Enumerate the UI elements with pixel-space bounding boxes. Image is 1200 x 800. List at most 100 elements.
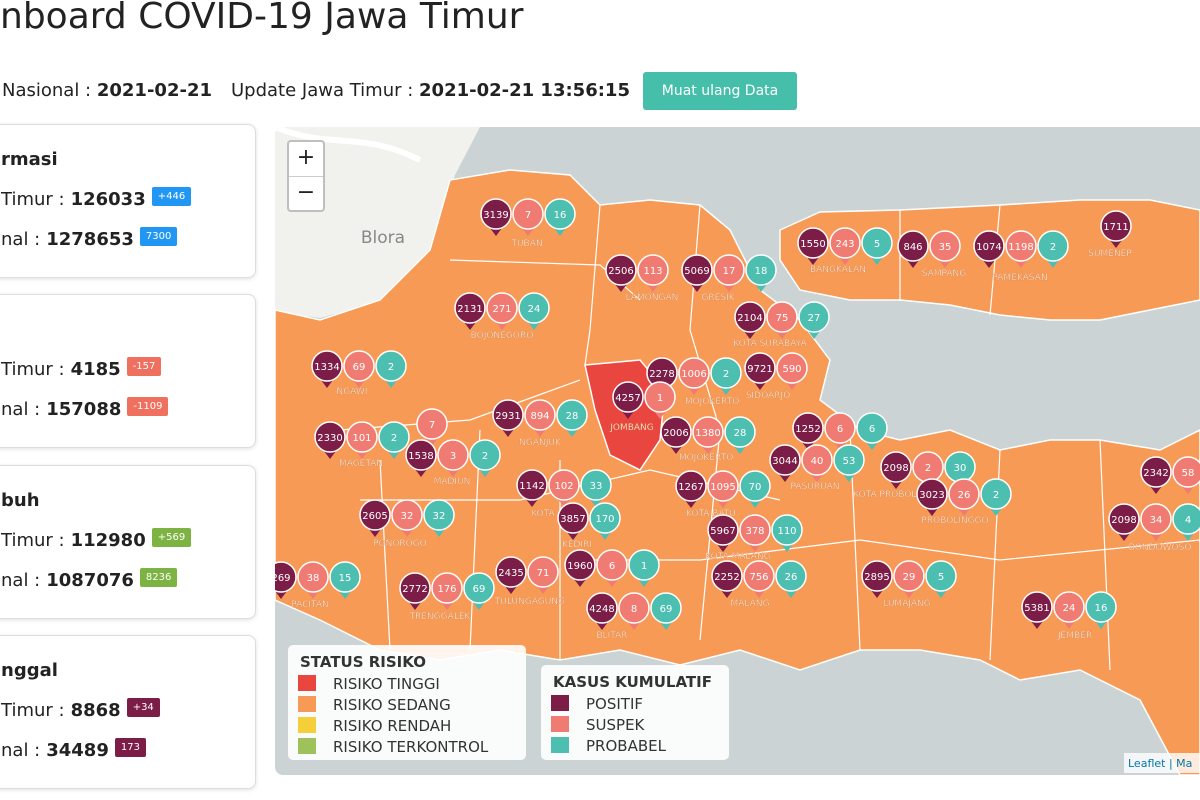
stat-row: Timur :112980 +569: [1, 528, 192, 551]
marker-value: 26: [958, 490, 971, 501]
case-marker: 176: [431, 572, 463, 610]
region-label: SIDOARJO: [746, 391, 790, 401]
row-badge: 7300: [139, 227, 178, 246]
case-marker: 1711: [1100, 210, 1132, 248]
case-marker: 27: [798, 301, 830, 339]
marker-value: 1198: [1008, 242, 1033, 253]
case-marker: 110: [771, 514, 803, 552]
row-value: 112980: [70, 530, 146, 551]
date: 2021-02-21: [96, 80, 212, 101]
marker-value: 16: [1095, 603, 1108, 614]
marker-value: 7: [429, 420, 435, 431]
marker-value: 32: [401, 511, 414, 522]
region-label: LUMAJANG: [883, 599, 930, 609]
marker-value: 2252: [714, 572, 739, 583]
marker-value: 101: [352, 433, 371, 444]
marker-value: 894: [530, 411, 549, 422]
legend: KASUS KUMULATIF POSITIF SUSPEK PROBABEL: [541, 665, 729, 760]
region-label: LAMONGAN: [626, 293, 679, 303]
marker-head: [675, 470, 707, 502]
marker-head: [378, 421, 410, 453]
marker-head: [596, 549, 628, 581]
case-marker: 8: [618, 592, 650, 630]
legend-label: SUSPEK: [586, 716, 646, 734]
marker-head: [660, 416, 692, 448]
marker-value: 34: [1150, 515, 1163, 526]
label: Update Jawa Timur :: [231, 80, 414, 101]
zoom-in[interactable]: +: [289, 142, 323, 177]
legend-label: RISIKO TINGGI: [333, 675, 440, 693]
marker-value: 756: [749, 572, 768, 583]
case-marker: 69: [650, 592, 682, 630]
marker-value: 2931: [495, 411, 520, 422]
national-update: Nasional : 2021-02-21: [2, 80, 212, 101]
marker-head: [469, 439, 501, 471]
marker-head: [492, 399, 524, 431]
region-label: BLITAR: [596, 631, 627, 641]
marker-head: [739, 514, 771, 546]
marker-head: [329, 561, 361, 593]
marker-value: 2: [925, 463, 931, 474]
marker-value: 27: [808, 313, 821, 324]
marker-head: [556, 399, 588, 431]
marker-head: [925, 560, 957, 592]
case-marker: 1267: [675, 470, 707, 508]
marker-head: [771, 514, 803, 546]
marker-head: [524, 399, 556, 431]
marker-value: 2104: [737, 313, 762, 324]
marker-value: 38: [307, 573, 320, 584]
marker-value: 378: [745, 526, 764, 537]
region-label: MOJOKERTO: [685, 397, 739, 407]
map[interactable]: Blora TUBAN 3139 7 16 LAMONGAN 2506 113 GRESIK 50…: [275, 127, 1200, 775]
marker-head: [743, 560, 775, 592]
marker-value: 6: [869, 424, 875, 435]
marker-head: [1053, 591, 1085, 623]
marker-head: [628, 549, 660, 581]
marker-value: 5: [874, 239, 880, 250]
marker-value: 1380: [695, 428, 720, 439]
stat-card: rmasi Timur :126033 +446 nal :1278653 7300: [0, 124, 256, 278]
case-marker: 2098: [1108, 503, 1140, 541]
marker-value: 33: [590, 481, 603, 492]
region-label: MADIUN: [434, 477, 471, 487]
marker-head: [586, 592, 618, 624]
case-marker: 3023: [916, 478, 948, 516]
case-marker: 846: [897, 230, 929, 268]
case-marker: 3: [437, 439, 469, 477]
marker-value: 17: [723, 266, 736, 277]
marker-head: [1140, 503, 1172, 535]
marker-head: [605, 254, 637, 286]
zoom-out[interactable]: −: [296, 180, 316, 205]
legend-title: STATUS RISIKO: [300, 653, 426, 671]
marker-value: 1550: [800, 239, 825, 250]
marker-value: 6: [837, 424, 843, 435]
marker-value: 2506: [608, 266, 633, 277]
marker-head: [1140, 456, 1172, 488]
row-badge: +34: [126, 698, 160, 717]
region-label: KOTA PROBOLINGGO: [853, 490, 947, 500]
marker-head: [801, 444, 833, 476]
marker-head: [618, 592, 650, 624]
case-marker: 33: [580, 469, 612, 507]
marker-head: [557, 502, 589, 534]
marker-head: [1005, 230, 1037, 262]
case-marker: 102: [548, 469, 580, 507]
marker-head: [1108, 503, 1140, 535]
marker-value: 3: [450, 451, 456, 462]
marker-value: 75: [776, 313, 789, 324]
marker-head: [423, 499, 455, 531]
marker-head: [710, 357, 742, 389]
region-border: [1099, 439, 1111, 671]
case-marker: 894: [524, 399, 556, 437]
marker-head: [973, 230, 1005, 262]
marker-value: 2006: [663, 428, 688, 439]
marker-value: 2: [391, 433, 397, 444]
stat-row: Timur :126033 +446: [1, 187, 192, 210]
case-marker: 4: [1172, 503, 1200, 541]
reload-button[interactable]: Muat ulang Data: [643, 72, 797, 110]
date: 2021-02-21 13:56:15: [419, 80, 630, 101]
case-marker: 378: [739, 514, 771, 552]
marker-value: 3023: [919, 490, 944, 501]
marker-value: 2342: [1143, 468, 1168, 479]
marker-head: [580, 469, 612, 501]
